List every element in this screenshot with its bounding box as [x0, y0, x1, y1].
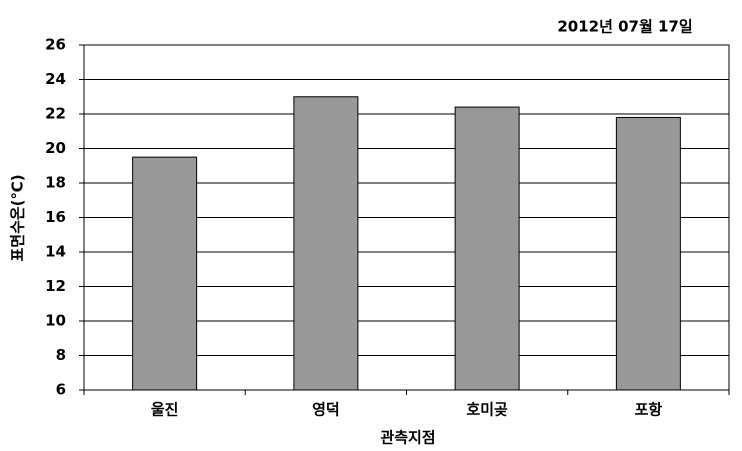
- y-tick-label: 20: [45, 139, 66, 157]
- chart-title: 2012년 07월 17일: [557, 18, 692, 36]
- bar: [454, 106, 520, 391]
- y-tick-label: 8: [56, 346, 66, 364]
- x-tick-label: 포항: [635, 401, 663, 419]
- y-tick-label: 16: [45, 208, 66, 226]
- bar: [132, 156, 198, 391]
- x-tick-label: 울진: [151, 401, 179, 419]
- y-tick-label: 22: [45, 105, 66, 123]
- y-tick-label: 24: [45, 70, 66, 88]
- y-axis-label: 표면수온(℃): [9, 174, 27, 261]
- x-tick-label: 영덕: [312, 401, 340, 419]
- y-tick-label: 14: [45, 243, 66, 261]
- bar: [615, 116, 681, 391]
- y-tick-label: 26: [45, 36, 66, 54]
- y-tick-label: 6: [56, 381, 66, 399]
- y-tick-label: 18: [45, 174, 66, 192]
- x-axis-label: 관측지점: [380, 429, 435, 447]
- bar: [293, 96, 359, 391]
- x-tick-label: 호미곶: [466, 401, 508, 419]
- y-tick-label: 10: [45, 312, 66, 330]
- y-tick-label: 12: [45, 277, 66, 295]
